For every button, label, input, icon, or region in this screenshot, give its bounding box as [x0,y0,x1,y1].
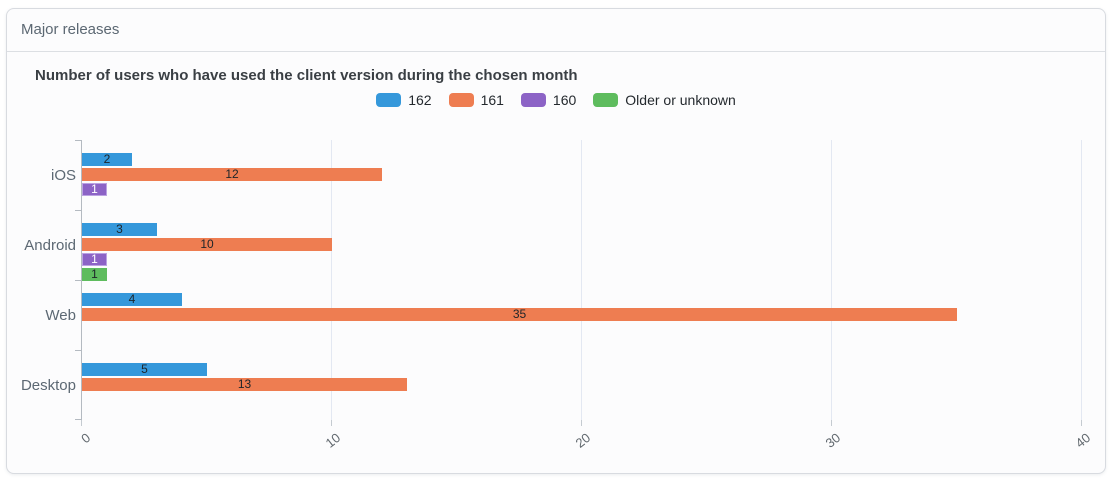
y-axis-tick [75,280,81,281]
bar-value-label: 4 [128,292,136,306]
gridline-20 [581,140,582,420]
bar-value-label: 2 [103,152,111,166]
x-tick-label-0: 0 [78,430,94,447]
x-axis-tick-0 [81,420,82,426]
x-axis-tick-10 [331,420,332,426]
chart-title: Number of users who have used the client… [35,67,578,84]
legend-item-162[interactable]: 162 [376,92,432,108]
plot-area: 2 12 1 3 10 1 1 4 35 5 13 [75,140,1082,426]
legend: 162 161 160 Older or unknown [7,90,1105,110]
bar-older-or-unknown-android[interactable]: 1 [82,268,107,281]
legend-item-older-or-unknown[interactable]: Older or unknown [593,92,736,108]
bar-value-label: 3 [116,222,123,236]
bar-162-web[interactable]: 4 [82,293,182,306]
bar-160-android[interactable]: 1 [82,253,107,266]
bar-162-desktop[interactable]: 5 [82,363,207,376]
bar-value-label: 13 [237,377,252,391]
y-axis-tick [75,140,81,141]
bar-160-ios[interactable]: 1 [82,183,107,196]
bar-value-label: 5 [141,362,148,376]
legend-label-older-or-unknown: Older or unknown [625,92,736,108]
gridline-30 [831,140,832,420]
bar-162-ios[interactable]: 2 [82,153,132,166]
gridline-10 [331,140,332,420]
category-label-ios: iOS [50,166,76,184]
chart-area: 2 12 1 3 10 1 1 4 35 5 13 iOS Android Web Desktop 0 10 20… [7,52,1105,473]
category-label-desktop: Desktop [20,376,76,394]
legend-swatch-161 [448,93,474,107]
x-tick-label-10: 10 [322,430,344,451]
bar-162-android[interactable]: 3 [82,223,157,236]
x-tick-label-20: 20 [572,430,594,451]
y-axis-line [81,140,82,420]
bar-value-label: 12 [225,167,239,181]
gridline-40 [1081,140,1082,420]
legend-label-160: 160 [552,92,577,108]
legend-swatch-162 [376,93,402,107]
category-label-android: Android [24,236,76,254]
category-label-web: Web [45,306,76,324]
y-axis-tick [75,419,81,420]
x-axis-tick-20 [581,420,582,426]
card-header: Major releases [7,9,1105,52]
bar-value-label: 1 [91,267,98,281]
y-axis-tick [75,350,81,351]
bar-value-label: 1 [91,252,98,266]
y-axis-tick [75,210,81,211]
bar-value-label: 1 [91,182,98,196]
bar-161-ios[interactable]: 12 [82,168,382,181]
bar-161-desktop[interactable]: 13 [82,378,407,391]
major-releases-card: Major releases Number of users who have … [6,8,1106,474]
bar-value-label: 35 [512,307,527,321]
x-axis-tick-30 [831,420,832,426]
legend-label-162: 162 [408,92,432,108]
x-tick-label-40: 40 [1072,430,1094,451]
legend-item-161[interactable]: 161 [448,92,504,108]
bar-161-web[interactable]: 35 [82,308,957,321]
legend-label-161: 161 [480,92,504,108]
bar-161-android[interactable]: 10 [82,238,332,251]
legend-swatch-160 [520,93,546,107]
card-title: Major releases [21,21,120,38]
x-axis-tick-40 [1081,420,1082,426]
legend-swatch-older-or-unknown [593,93,619,107]
legend-item-160[interactable]: 160 [520,92,577,108]
x-tick-label-30: 30 [822,430,844,451]
card-body: Number of users who have used the client… [7,52,1105,473]
bar-value-label: 10 [200,237,214,251]
